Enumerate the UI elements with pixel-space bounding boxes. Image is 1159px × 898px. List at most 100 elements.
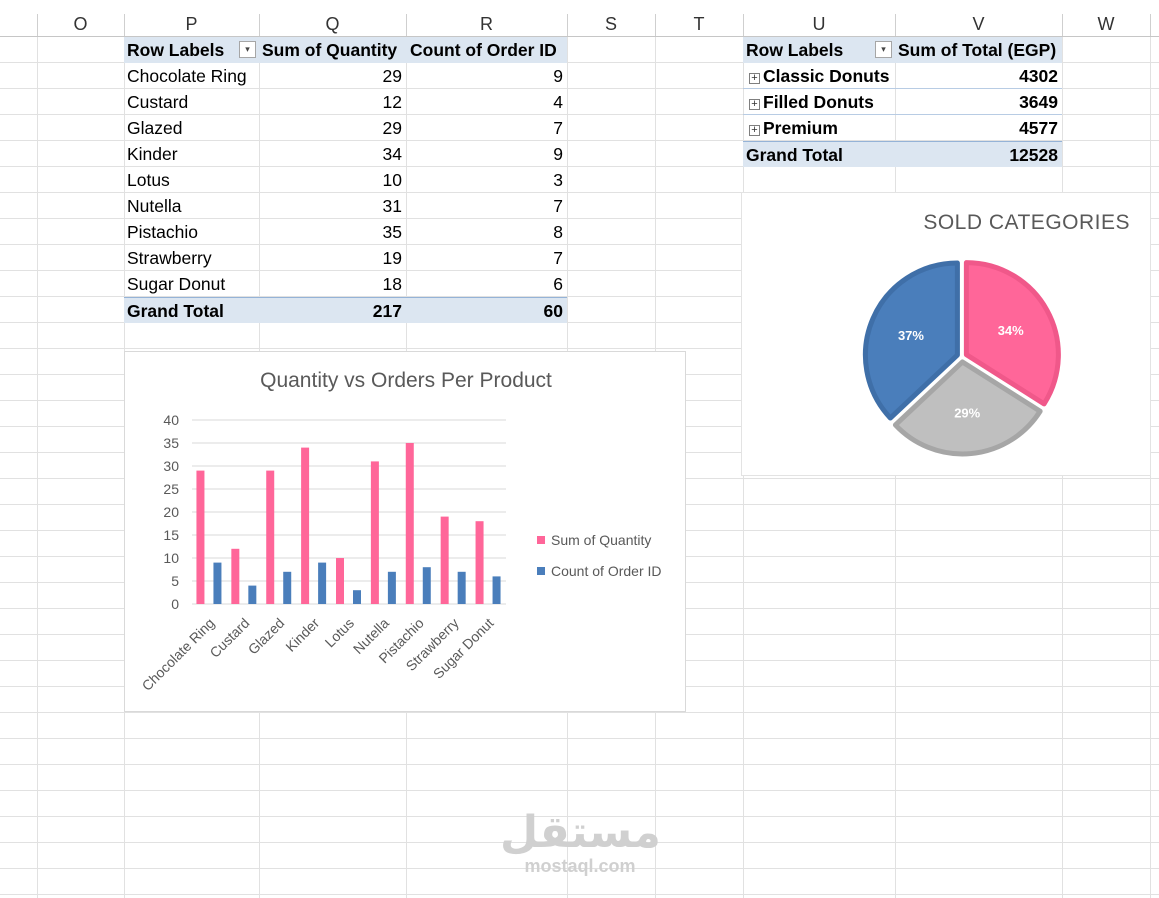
column-header-p[interactable]: P <box>185 14 198 34</box>
category-name: Premium <box>763 118 838 138</box>
column-header-w[interactable]: W <box>1097 14 1115 34</box>
pivot-row-qty[interactable]: 18 <box>382 274 402 294</box>
pivot-row-count[interactable]: 7 <box>553 196 563 216</box>
pivot-grand-total-label[interactable]: Grand Total <box>124 297 259 323</box>
pivot-row-label[interactable]: Chocolate Ring <box>127 66 247 86</box>
chevron-down-icon: ▾ <box>881 44 886 54</box>
legend-item-sum-quantity[interactable]: Sum of Quantity <box>537 532 651 548</box>
pivot-row-count[interactable]: 7 <box>553 118 563 138</box>
pivot-row-count[interactable]: 4 <box>553 92 563 112</box>
pie-chart[interactable]: SOLD CATEGORIES 34% 29% 37% <box>741 192 1151 476</box>
mostaql-watermark: مستقل mostaql.com <box>500 807 661 877</box>
pivot2-header-row-labels[interactable]: Row Labels <box>743 37 895 63</box>
pivot-row-qty[interactable]: 29 <box>382 118 402 138</box>
watermark-url: mostaql.com <box>524 856 636 876</box>
pivot-row-qty[interactable]: 12 <box>382 92 402 112</box>
bar <box>196 470 205 604</box>
bar <box>440 516 449 604</box>
bar <box>283 571 292 604</box>
bar <box>231 548 240 604</box>
pivot-row-qty[interactable]: 19 <box>382 248 402 268</box>
expand-plus-icon[interactable]: + <box>749 99 760 110</box>
bar-chart[interactable]: Quantity vs Orders Per Product 0 5 10 15 20 2… <box>124 351 686 712</box>
pivot-header-row-labels[interactable]: Row Labels <box>124 37 259 63</box>
bar <box>248 585 257 604</box>
expand-plus-icon[interactable]: + <box>749 125 760 136</box>
pivot2-header-label: Row Labels <box>746 40 844 60</box>
pivot-grand-total-count[interactable]: 60 <box>406 297 567 323</box>
legend-swatch <box>537 536 545 544</box>
legend-item-count-order[interactable]: Count of Order ID <box>537 563 662 579</box>
pivot-row-label[interactable]: Pistachio <box>127 222 199 242</box>
pivot2-row-label[interactable]: + Filled Donuts <box>743 89 895 115</box>
filter-dropdown-button[interactable]: ▾ <box>875 41 892 58</box>
legend-label: Count of Order ID <box>551 563 662 579</box>
bar-chart-title: Quantity vs Orders Per Product <box>260 369 552 392</box>
pivot-row-qty[interactable]: 34 <box>382 144 402 164</box>
pie-slice <box>862 260 960 421</box>
pivot-row-qty[interactable]: 10 <box>382 170 402 190</box>
x-axis-category-label: Chocolate Ring <box>139 615 218 694</box>
pivot-row-label[interactable]: Kinder <box>127 144 178 164</box>
bar <box>492 576 501 604</box>
pivot2-grand-total-value[interactable]: 12528 <box>895 141 1062 167</box>
pivot-row-label[interactable]: Glazed <box>127 118 183 138</box>
bar-chart-plot: 0 5 10 15 20 25 30 35 40 Chocolate RingCustardGla… <box>139 412 506 694</box>
pivot-row-qty[interactable]: 31 <box>382 196 402 216</box>
bar <box>301 447 310 604</box>
watermark-arabic-logo: مستقل <box>500 807 661 858</box>
pie-data-label: 29% <box>954 405 980 420</box>
category-name: Filled Donuts <box>763 92 874 112</box>
pivot-row-label[interactable]: Sugar Donut <box>127 274 226 294</box>
pivot2-row-label[interactable]: + Premium <box>743 115 895 141</box>
pivot2-row-value[interactable]: 3649 <box>895 89 1062 115</box>
expand-plus-icon[interactable]: + <box>749 73 760 84</box>
pivot-row-qty[interactable]: 29 <box>382 66 402 86</box>
pivot-row-count[interactable]: 8 <box>553 222 563 242</box>
bar <box>336 558 344 604</box>
bar <box>475 521 484 604</box>
pivot-row-count[interactable]: 6 <box>553 274 563 294</box>
x-axis-category-label: Kinder <box>282 615 322 655</box>
bar <box>405 443 414 604</box>
pivot-grand-total-qty[interactable]: 217 <box>259 297 406 323</box>
pivot-header-sum-quantity[interactable]: Sum of Quantity <box>259 37 406 63</box>
column-header-u[interactable]: U <box>812 14 826 34</box>
bar <box>318 562 327 604</box>
pivot-row-count[interactable]: 3 <box>553 170 563 190</box>
bar <box>213 562 222 604</box>
pivot2-row-value[interactable]: 4577 <box>1019 118 1058 138</box>
column-header-bar <box>0 0 1159 36</box>
pivot2-header-sum-total[interactable]: Sum of Total (EGP) <box>895 37 1062 63</box>
pivot-row-count[interactable]: 7 <box>553 248 563 268</box>
column-header-s[interactable]: S <box>604 14 617 34</box>
pivot2-row-label[interactable]: + Classic Donuts <box>743 63 895 89</box>
pivot-row-label[interactable]: Lotus <box>127 170 170 190</box>
pivot-row-count[interactable]: 9 <box>553 144 563 164</box>
column-header-t[interactable]: T <box>693 14 705 34</box>
y-axis-tick-label: 20 <box>163 504 179 520</box>
x-axis-category-label: Custard <box>206 615 252 661</box>
x-axis-category-label: Glazed <box>245 615 288 658</box>
column-header-q[interactable]: Q <box>325 14 340 34</box>
column-header-r[interactable]: R <box>480 14 493 34</box>
pie-data-label: 34% <box>998 323 1024 338</box>
pie-data-label: 37% <box>898 328 924 343</box>
column-header-o[interactable]: O <box>73 14 88 34</box>
filter-dropdown-button[interactable]: ▾ <box>239 41 256 58</box>
pivot-row-label[interactable]: Strawberry <box>127 248 212 268</box>
y-axis-tick-label: 15 <box>163 527 179 543</box>
y-axis-tick-label: 0 <box>171 596 179 612</box>
category-name: Classic Donuts <box>763 66 890 86</box>
chevron-down-icon: ▾ <box>245 44 250 54</box>
column-header-v[interactable]: V <box>972 14 985 34</box>
bar <box>266 470 275 604</box>
pivot-row-qty[interactable]: 35 <box>382 222 402 242</box>
pivot2-grand-total-label[interactable]: Grand Total <box>743 141 895 167</box>
pivot-row-label[interactable]: Custard <box>127 92 189 112</box>
pie-chart-title: SOLD CATEGORIES <box>923 211 1130 234</box>
pivot-row-label[interactable]: Nutella <box>127 196 182 216</box>
pivot2-row-value[interactable]: 4302 <box>895 63 1062 89</box>
pivot-header-count-order[interactable]: Count of Order ID <box>406 37 567 63</box>
pivot-row-count[interactable]: 9 <box>553 66 563 86</box>
